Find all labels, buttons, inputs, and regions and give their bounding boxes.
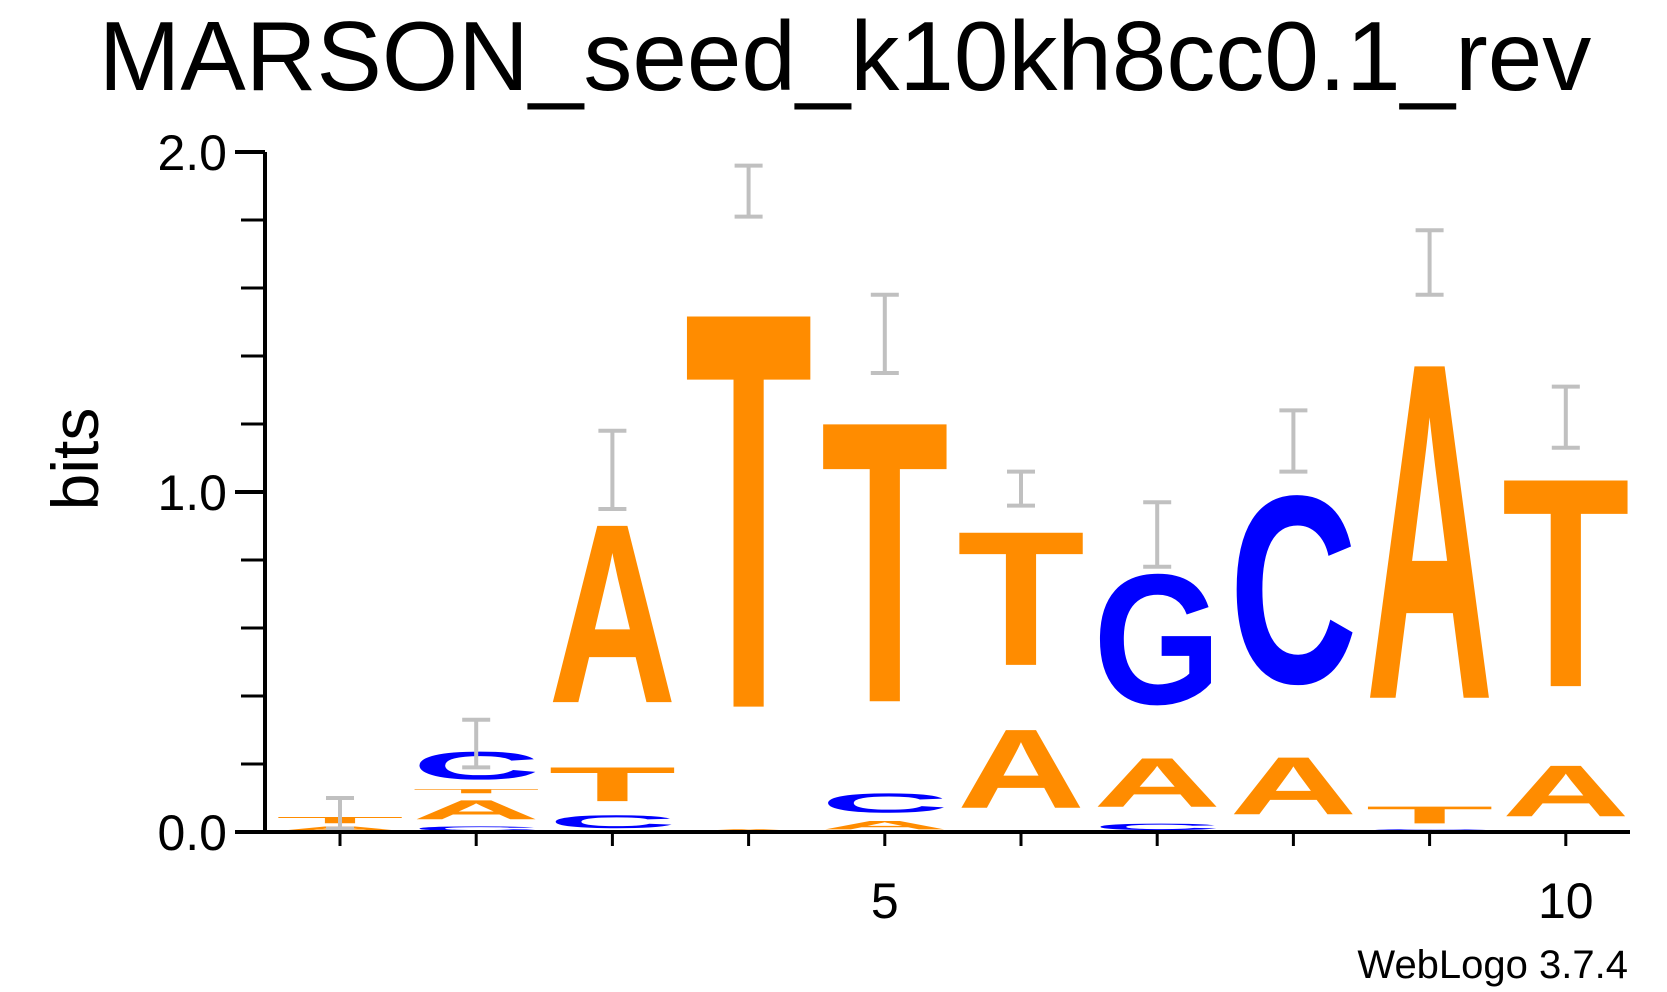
- axes: 0.0 1.0 2.0 5 10: [157, 125, 1630, 929]
- error-bar-pos5: [870, 292, 899, 375]
- glyph-a-pos10-0: A: [1502, 750, 1630, 832]
- error-bar-pos8: [1279, 408, 1308, 474]
- error-bar-pos10: [1551, 384, 1580, 450]
- glyph-t-pos4-1: T: [685, 193, 813, 827]
- glyph-c-pos7-0: C: [1093, 822, 1221, 832]
- x-tick-label: 5: [871, 873, 899, 929]
- glyph-c-pos5-1: C: [821, 788, 949, 819]
- y-tick-label: 1.0: [157, 465, 227, 521]
- y-axis-label: bits: [38, 408, 112, 511]
- glyph-c-pos3-0: C: [548, 812, 676, 832]
- chart-title: MARSON_seed_k10kh8cc0.1_rev: [99, 1, 1592, 111]
- x-tick-label: 10: [1538, 873, 1594, 929]
- glyph-t-pos3-1: T: [548, 757, 676, 812]
- glyph-t-pos2-2: T: [412, 788, 540, 795]
- glyph-a-pos7-1: A: [1093, 743, 1221, 822]
- glyph-a-pos3-2: A: [548, 471, 676, 757]
- glyph-t-pos6-1: T: [957, 491, 1085, 706]
- error-bars: [326, 163, 1580, 831]
- error-bar-pos1: [326, 796, 354, 831]
- error-bar-pos6: [1007, 469, 1035, 508]
- glyph-g-pos7-2: G: [1093, 536, 1221, 744]
- error-bar-pos4: [734, 163, 763, 219]
- error-bar-pos9: [1415, 228, 1444, 297]
- glyph-a-pos9-2: A: [1366, 261, 1494, 800]
- glyph-c-pos2-0: C: [412, 825, 540, 832]
- glyph-a-pos5-0: A: [821, 818, 949, 832]
- error-bar-pos7: [1143, 500, 1172, 569]
- glyph-t-pos9-1: T: [1366, 801, 1494, 828]
- weblogo-credit: WebLogo 3.7.4: [1357, 943, 1628, 987]
- glyph-t-pos10-1: T: [1502, 415, 1630, 750]
- error-bar-pos2: [462, 717, 491, 770]
- glyph-a-pos6-0: A: [957, 707, 1085, 832]
- y-tick-label: 0.0: [157, 805, 227, 861]
- glyph-c-pos8-1: C: [1229, 441, 1357, 741]
- glyph-a-pos2-1: A: [412, 794, 540, 825]
- glyph-a-pos8-0: A: [1229, 740, 1357, 832]
- y-tick-label: 2.0: [157, 125, 227, 181]
- logo-glyph-stacks: ATCATCCTAATACTATCAGACCTAAT: [276, 193, 1630, 832]
- error-bar-pos3: [598, 428, 627, 511]
- glyph-t-pos5-2: T: [821, 337, 949, 786]
